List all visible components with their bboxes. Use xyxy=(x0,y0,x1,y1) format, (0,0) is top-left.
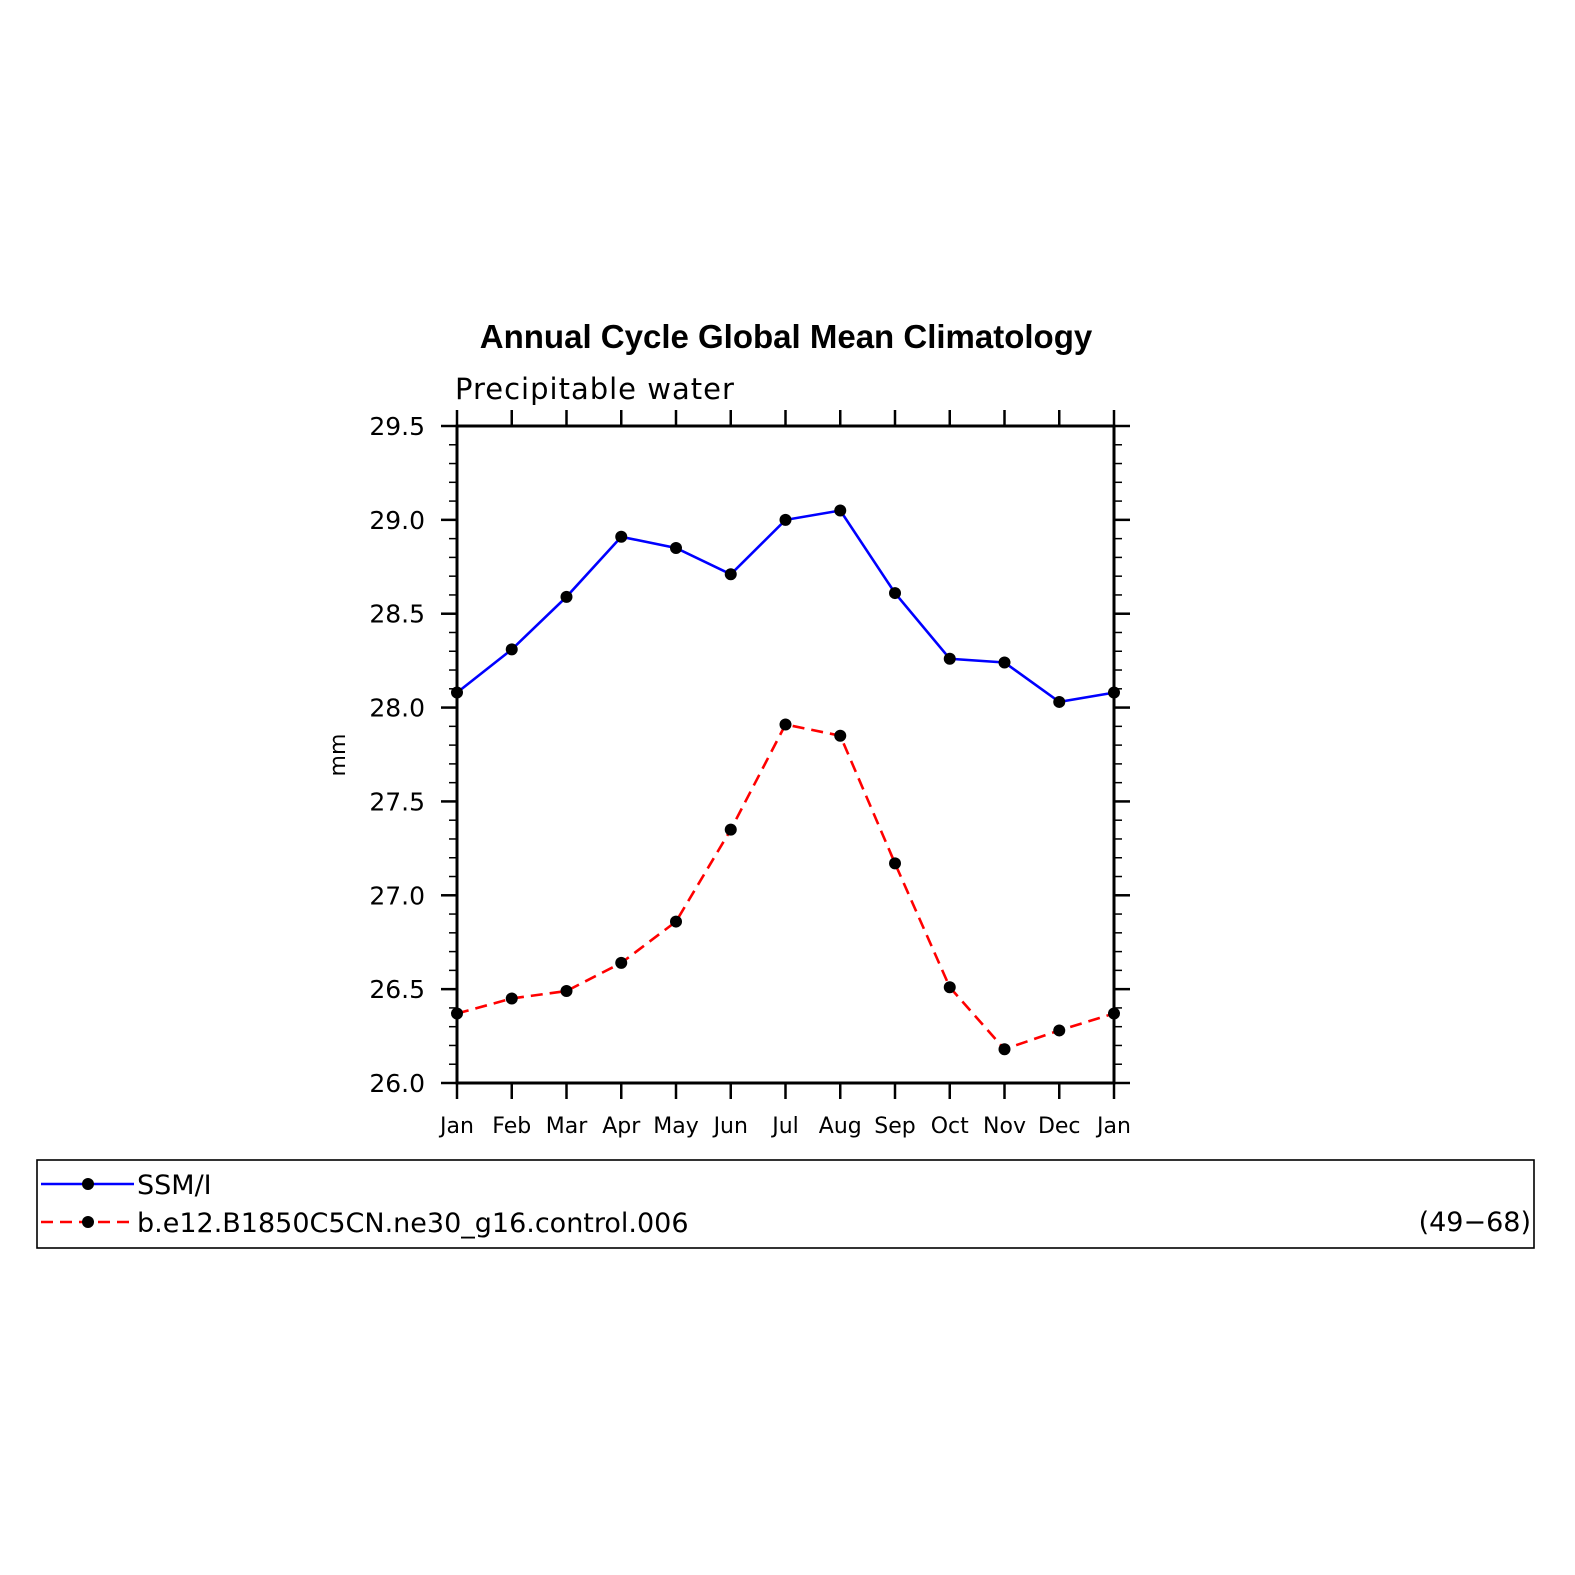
x-tick-label: Oct xyxy=(931,1114,969,1139)
data-point-series-1 xyxy=(943,652,956,665)
data-point-series-1 xyxy=(779,513,792,526)
x-tick-label: Mar xyxy=(546,1114,588,1139)
y-tick-label: 26.5 xyxy=(369,975,425,1004)
data-point-series-2 xyxy=(505,992,518,1005)
chart-subtitle: Precipitable water xyxy=(455,372,735,406)
series-line-2 xyxy=(456,723,1115,1051)
x-tick-label: Dec xyxy=(1038,1114,1081,1139)
data-point-series-1 xyxy=(670,542,682,555)
x-tick-label: May xyxy=(653,1114,698,1139)
series-line-1 xyxy=(456,509,1115,704)
y-axis-label: mm xyxy=(326,734,351,777)
y-tick-label: 29.5 xyxy=(369,412,425,441)
legend-note: (49−68) xyxy=(1419,1207,1531,1238)
data-point-series-1 xyxy=(615,530,628,543)
data-point-series-2 xyxy=(998,1043,1011,1056)
legend: SSM/I b.e12.B1850C5CN.ne30_g16.control.00… xyxy=(41,1170,689,1239)
data-point-series-2 xyxy=(1053,1024,1066,1037)
data-point-series-2 xyxy=(724,823,737,836)
x-tick-labels: Jan Feb Mar Apr May Jun Jul Aug Sep Oct Nov Dec Jan xyxy=(438,1114,1131,1139)
x-tick-label: Jan xyxy=(438,1114,474,1139)
legend-label-2: b.e12.B1850C5CN.ne30_g16.control.006 xyxy=(137,1208,689,1239)
data-point-series-1 xyxy=(724,568,737,581)
data-point-series-1 xyxy=(505,643,518,656)
data-point-series-1 xyxy=(998,656,1011,669)
legend-marker-2 xyxy=(82,1216,94,1228)
legend-marker-1 xyxy=(82,1178,94,1190)
x-tick-label: Jul xyxy=(770,1114,799,1139)
data-point-series-2 xyxy=(560,985,573,998)
data-point-series-1 xyxy=(1053,695,1066,708)
data-point-series-2 xyxy=(451,1007,463,1020)
x-tick-label: Jun xyxy=(712,1114,748,1139)
data-point-series-2 xyxy=(1108,1007,1120,1020)
chart-title: Annual Cycle Global Mean Climatology xyxy=(480,318,1093,355)
data-point-series-2 xyxy=(670,915,682,928)
data-point-series-1 xyxy=(889,587,901,600)
y-tick-label: 29.0 xyxy=(369,506,425,535)
data-point-series-1 xyxy=(560,590,573,603)
legend-label-1: SSM/I xyxy=(137,1170,212,1201)
data-point-series-1 xyxy=(1108,686,1120,699)
data-point-series-2 xyxy=(889,857,901,870)
x-tick-label: Feb xyxy=(492,1114,531,1139)
y-tick-label: 26.0 xyxy=(369,1069,425,1098)
x-tick-label: Apr xyxy=(602,1114,641,1139)
legend-box xyxy=(36,1159,1535,1249)
y-tick-labels: 29.5 29.0 28.5 28.0 27.5 27.0 26.5 26.0 xyxy=(369,412,425,1098)
data-point-series-2 xyxy=(943,981,956,994)
y-tick-label: 28.5 xyxy=(369,600,425,629)
y-tick-label: 28.0 xyxy=(369,694,425,723)
data-point-series-1 xyxy=(451,686,463,699)
data-point-series-2 xyxy=(834,729,847,742)
data-point-series-1 xyxy=(834,504,847,517)
x-tick-label: Aug xyxy=(819,1114,862,1139)
x-tick-label: Sep xyxy=(874,1114,915,1139)
series-layer xyxy=(451,504,1120,1056)
x-tick-label: Nov xyxy=(983,1114,1026,1139)
data-point-series-2 xyxy=(779,718,792,731)
data-point-series-2 xyxy=(615,956,628,969)
x-tick-label: Jan xyxy=(1095,1114,1131,1139)
y-tick-label: 27.5 xyxy=(369,787,425,816)
y-tick-label: 27.0 xyxy=(369,881,425,910)
axis-ticks xyxy=(441,410,1130,1099)
